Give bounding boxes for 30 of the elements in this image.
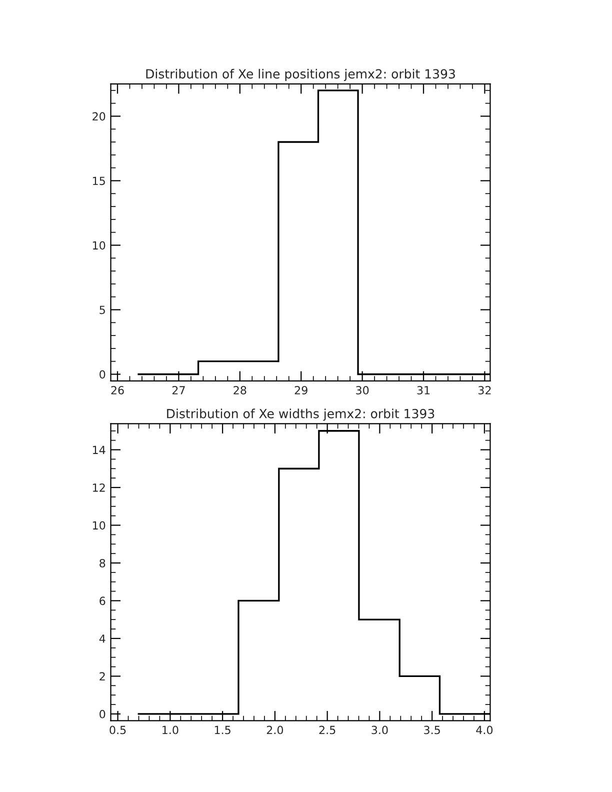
y-tick-label: 0 (100, 710, 106, 718)
y-tick-label: 10 (92, 521, 106, 530)
x-tick-label: 31 (417, 386, 430, 394)
y-tick-label: 10 (92, 241, 106, 250)
x-tick-label: 30 (356, 386, 369, 394)
y-tick-label: 15 (92, 176, 105, 186)
x-tick-label: 3.5 (424, 726, 440, 734)
y-tick-label: 14 (92, 446, 106, 454)
y-tick-label: 8 (100, 558, 106, 568)
x-tick-label: 1.5 (214, 726, 230, 734)
x-tick-label: 0.5 (110, 726, 126, 734)
x-tick-label: 27 (172, 386, 185, 394)
x-tick-label: 26 (111, 386, 124, 394)
x-tick-label: 2.0 (266, 726, 284, 734)
y-tick-label: 5 (100, 306, 105, 314)
x-tick-label: 4.0 (476, 726, 493, 734)
x-tick-label: 1.0 (162, 726, 178, 734)
y-tick-label: 4 (99, 634, 106, 643)
x-tick-label: 32 (478, 386, 491, 394)
y-tick-label: 6 (100, 596, 106, 606)
y-tick-label: 20 (92, 112, 106, 121)
chart-title: Distribution of Xe widths jemx2: orbit 1393 (167, 408, 434, 421)
x-tick-label: 29 (294, 386, 308, 394)
x-tick-label: 2.5 (319, 726, 336, 734)
y-tick-label: 2 (100, 672, 105, 680)
chart-title: Distribution of Xe line positions jemx2: orbit 1393 (146, 68, 455, 81)
y-tick-label: 12 (92, 483, 105, 492)
x-tick-label: 3.0 (372, 726, 388, 734)
x-tick-label: 28 (234, 386, 246, 394)
y-tick-label: 0 (100, 370, 106, 379)
